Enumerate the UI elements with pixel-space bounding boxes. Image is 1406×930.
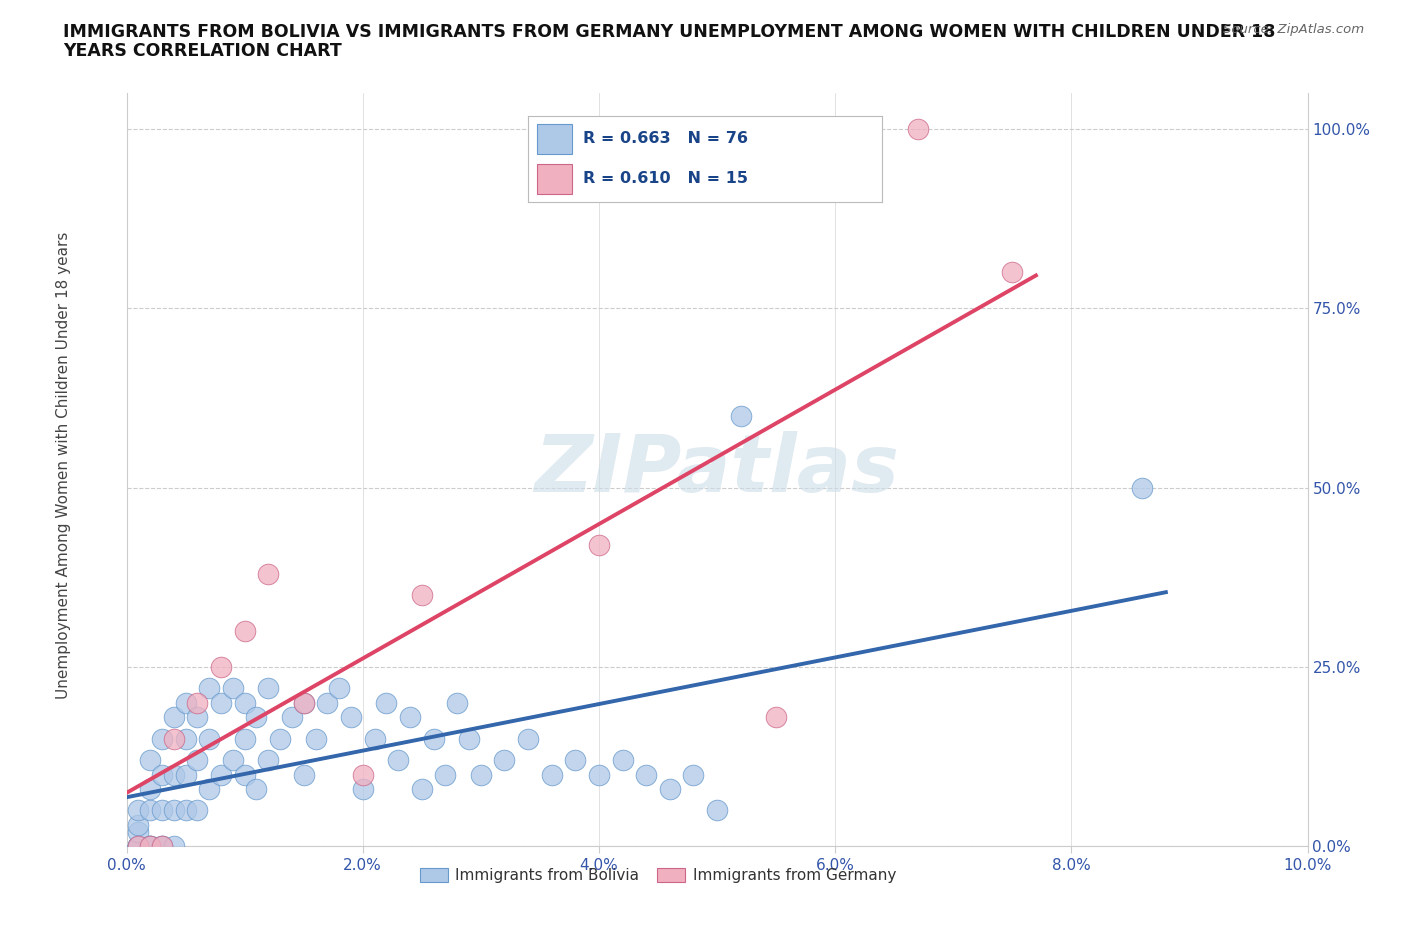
Point [127, 839, 149, 854]
Point [139, 839, 162, 854]
Point [730, 408, 752, 423]
Point [233, 767, 256, 782]
Point [233, 696, 256, 711]
Point [174, 696, 197, 711]
Point [198, 681, 221, 696]
Point [186, 710, 208, 724]
Point [458, 731, 481, 746]
Point [292, 767, 315, 782]
Point [257, 752, 280, 767]
Point [328, 681, 350, 696]
Text: Unemployment Among Women with Children Under 18 years: Unemployment Among Women with Children U… [56, 232, 70, 698]
Point [363, 731, 385, 746]
Point [292, 696, 315, 711]
Point [127, 839, 149, 854]
Point [281, 710, 304, 724]
Point [269, 731, 291, 746]
Point [139, 839, 162, 854]
Point [150, 731, 173, 746]
Point [434, 767, 457, 782]
Point [139, 781, 162, 796]
Point [352, 781, 374, 796]
Point [399, 710, 422, 724]
Point [340, 710, 363, 724]
Point [127, 839, 149, 854]
Point [245, 710, 267, 724]
Point [257, 566, 280, 581]
Point [636, 767, 658, 782]
Point [139, 839, 162, 854]
Point [209, 659, 232, 674]
Point [411, 781, 433, 796]
Text: ZIPatlas: ZIPatlas [534, 431, 900, 509]
Point [127, 839, 149, 854]
Point [139, 803, 162, 817]
Point [127, 839, 149, 854]
Point [352, 767, 374, 782]
Point [198, 731, 221, 746]
Point [150, 839, 173, 854]
Point [209, 696, 232, 711]
Point [163, 767, 186, 782]
Point [564, 752, 586, 767]
Point [588, 767, 610, 782]
Point [233, 731, 256, 746]
Point [682, 767, 704, 782]
Point [198, 781, 221, 796]
Point [127, 803, 149, 817]
Point [174, 767, 197, 782]
Point [316, 696, 339, 711]
Point [387, 752, 409, 767]
Point [588, 538, 610, 552]
Point [658, 781, 681, 796]
Point [186, 696, 208, 711]
Point [422, 731, 444, 746]
Point [139, 752, 162, 767]
Text: YEARS CORRELATION CHART: YEARS CORRELATION CHART [63, 42, 342, 60]
Text: Source: ZipAtlas.com: Source: ZipAtlas.com [1223, 23, 1364, 36]
Point [186, 752, 208, 767]
Point [245, 781, 267, 796]
Point [1001, 265, 1024, 280]
Point [470, 767, 492, 782]
Point [375, 696, 398, 711]
Point [174, 731, 197, 746]
Point [186, 803, 208, 817]
Point [150, 839, 173, 854]
Point [446, 696, 468, 711]
Point [257, 681, 280, 696]
Point [517, 731, 540, 746]
Point [540, 767, 562, 782]
Point [233, 624, 256, 639]
Point [304, 731, 326, 746]
Point [1130, 480, 1153, 495]
Point [222, 681, 245, 696]
Point [411, 588, 433, 603]
Point [139, 839, 162, 854]
Point [706, 803, 728, 817]
Point [907, 122, 929, 137]
Point [150, 803, 173, 817]
Point [163, 803, 186, 817]
Legend: Immigrants from Bolivia, Immigrants from Germany: Immigrants from Bolivia, Immigrants from… [415, 863, 901, 887]
Point [127, 839, 149, 854]
Text: IMMIGRANTS FROM BOLIVIA VS IMMIGRANTS FROM GERMANY UNEMPLOYMENT AMONG WOMEN WITH: IMMIGRANTS FROM BOLIVIA VS IMMIGRANTS FR… [63, 23, 1275, 41]
Point [127, 839, 149, 854]
Point [174, 803, 197, 817]
Point [163, 710, 186, 724]
Point [292, 696, 315, 711]
Point [127, 825, 149, 840]
Point [209, 767, 232, 782]
Point [150, 839, 173, 854]
Point [494, 752, 516, 767]
Point [612, 752, 634, 767]
Point [127, 817, 149, 832]
Point [222, 752, 245, 767]
Point [163, 839, 186, 854]
Point [163, 731, 186, 746]
Point [765, 710, 787, 724]
Point [150, 767, 173, 782]
